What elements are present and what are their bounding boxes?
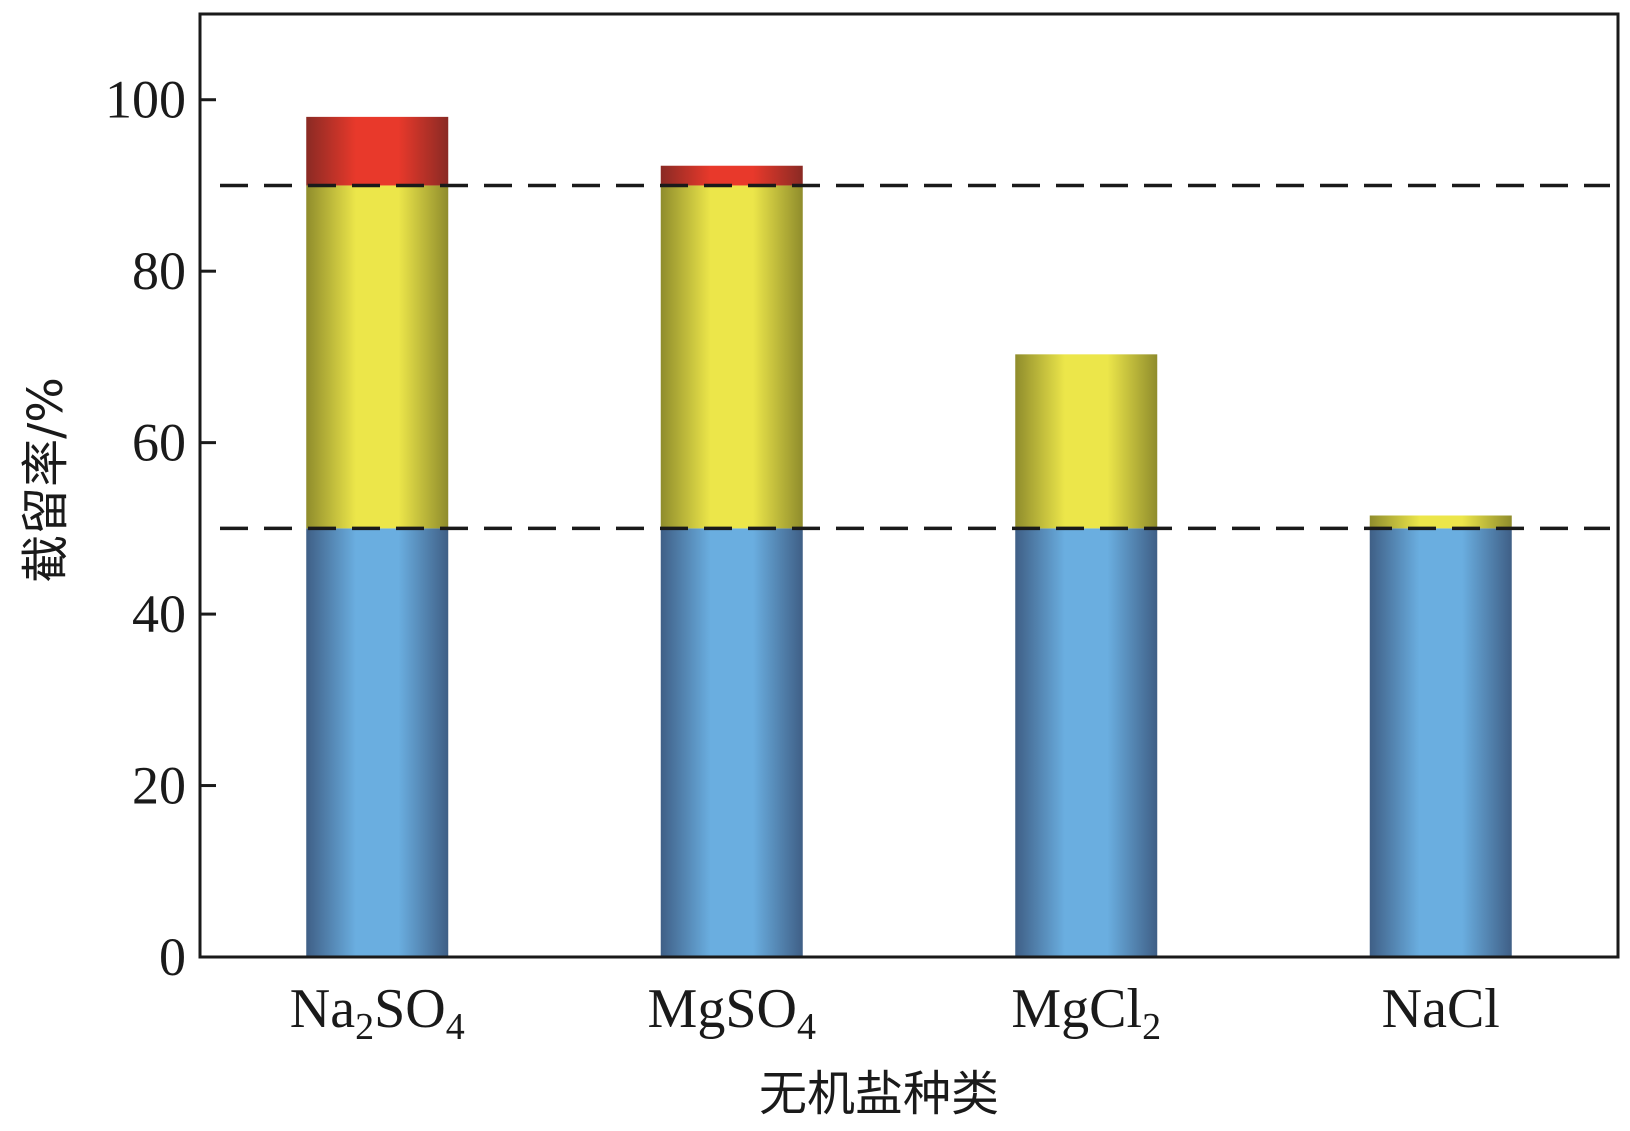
bar-segment-4-series-1 bbox=[1369, 528, 1512, 957]
x-category-label: NaCl bbox=[1382, 978, 1500, 1040]
y-tick-label: 80 bbox=[132, 241, 186, 301]
bar-segment-2-series-3 bbox=[660, 165, 803, 186]
bar-segment-4-series-2 bbox=[1369, 515, 1512, 529]
y-tick-label: 60 bbox=[132, 413, 186, 473]
x-category-label: MgCl2 bbox=[1011, 978, 1161, 1048]
y-tick-label: 40 bbox=[132, 584, 186, 644]
bar-segment-2-series-2 bbox=[660, 185, 803, 529]
bars-group bbox=[306, 116, 1512, 957]
x-axis: Na2SO4 MgSO4 MgCl2 NaCl bbox=[290, 978, 1500, 1048]
plot-frame bbox=[198, 12, 1620, 959]
bar-segment-3-series-1 bbox=[1015, 528, 1158, 957]
reference-lines bbox=[220, 183, 1610, 531]
y-tick-label: 0 bbox=[159, 927, 186, 987]
x-axis-title: 无机盐种类 bbox=[759, 1066, 999, 1122]
bar-segment-1-series-1 bbox=[306, 528, 449, 957]
bar-segment-1-series-3 bbox=[306, 116, 449, 186]
y-axis: 0 20 40 60 80 100 bbox=[105, 70, 216, 987]
bar-segment-2-series-1 bbox=[660, 528, 803, 957]
y-tick-label: 100 bbox=[105, 70, 186, 130]
x-category-label: MgSO4 bbox=[648, 978, 816, 1048]
y-axis-title: 截留率/% bbox=[18, 377, 74, 583]
x-category-label: Na2SO4 bbox=[290, 978, 465, 1048]
y-tick-label: 20 bbox=[132, 756, 186, 816]
bar-segment-1-series-2 bbox=[306, 185, 449, 529]
bar-segment-3-series-2 bbox=[1015, 354, 1158, 529]
